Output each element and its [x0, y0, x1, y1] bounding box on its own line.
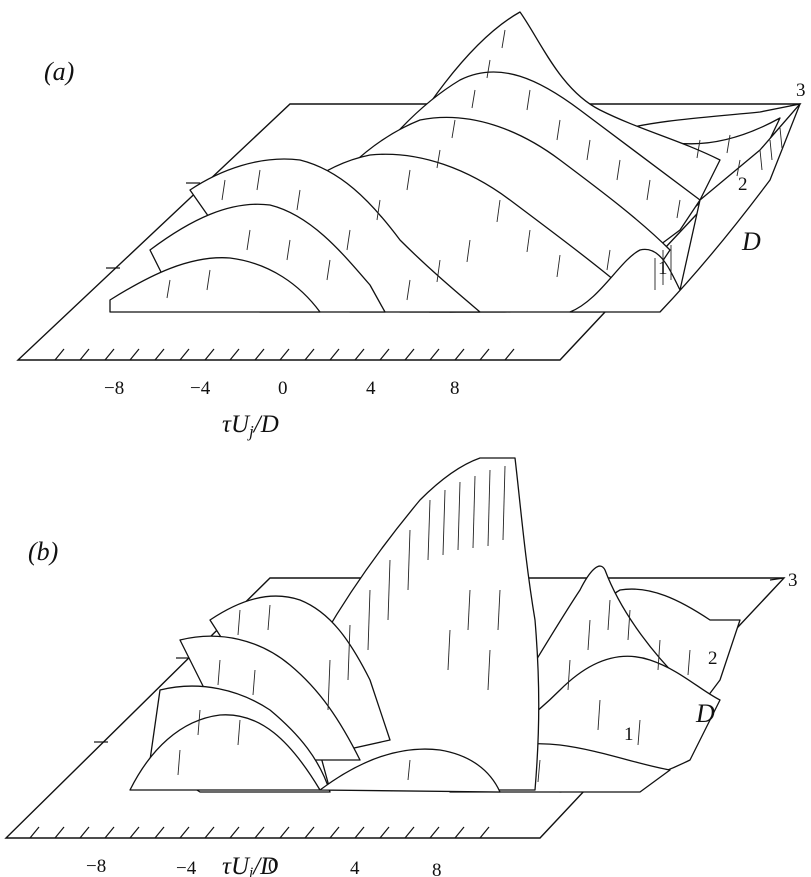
panel-a-depth-tick-label: 2: [738, 174, 748, 195]
panel-a-depth-tick-label: 3: [796, 80, 806, 101]
panel-a-hatching: [166, 29, 783, 301]
panel-b-right-depth-tick: [769, 577, 785, 581]
panel-a-x-tick-label: −4: [190, 378, 211, 399]
panel-b-x-tick-label: 4: [350, 858, 360, 877]
panel-b-ridge: [319, 748, 501, 793]
panel-b-x-axis-title: τUj/D: [222, 853, 278, 877]
panel-b-x-tick-label: −8: [86, 856, 106, 877]
panel-a-depth-axis-title: D: [741, 227, 761, 256]
panel-b-x-tick-label: −4: [176, 858, 197, 877]
panel-a-label: (a): [44, 57, 74, 86]
panel-a-x-tick-label: −8: [104, 378, 124, 399]
panel-a-surface: [109, 11, 801, 313]
panel-b-hatching: [177, 465, 691, 783]
panel-a-x-axis-title: τUj/D: [222, 411, 279, 441]
panel-a-x-tick-label: 0: [278, 378, 288, 399]
panel-b-x-tick-label: 0: [268, 856, 278, 877]
panel-b-depth-tick-label: 1: [624, 724, 634, 745]
panel-a-ridge: [569, 103, 801, 313]
panel-b-label: (b): [28, 537, 58, 566]
panel-b: (b): [4, 457, 798, 877]
panel-a-depth-tick-label: 1: [658, 258, 668, 279]
panel-b-ridge: [129, 714, 321, 791]
panel-b-front-ticks: [29, 826, 490, 839]
panel-b-depth-tick-label: 3: [788, 570, 798, 591]
panel-a-ridge: [109, 257, 321, 313]
panel-a-front-ticks: [54, 348, 515, 361]
panel-a-x-tick-label: 8: [450, 378, 460, 399]
panel-b-x-tick-label: 8: [432, 860, 442, 877]
panel-b-depth-tick-label: 2: [708, 648, 718, 669]
panel-a-x-tick-label: 4: [366, 378, 376, 399]
panel-b-depth-axis-title: D: [695, 699, 715, 728]
panel-a: (a): [16, 11, 806, 441]
panel-b-surface: [129, 457, 741, 793]
